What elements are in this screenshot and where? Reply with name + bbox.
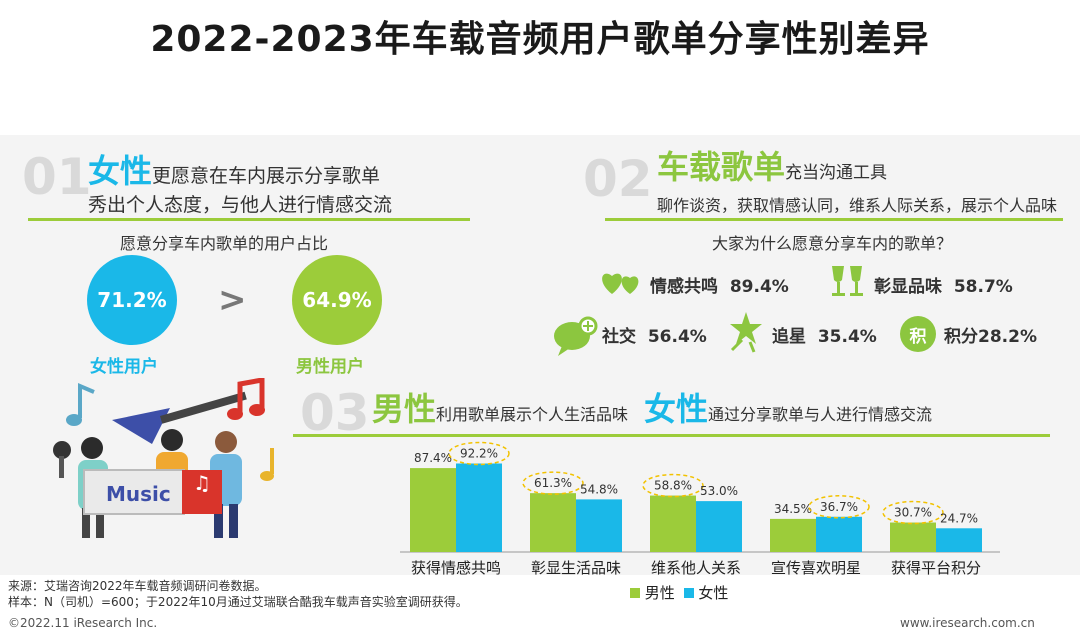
category-label-4: 获得平台积分 [891,559,981,577]
bar-male-1 [530,493,576,552]
bar-female-0 [456,463,502,552]
bar-female-3 [816,516,862,552]
category-label-3: 宣传喜欢明星 [771,559,861,577]
bar-female-1 [576,499,622,552]
bar-male-0 [410,468,456,552]
microphone-icon [53,441,71,478]
category-label-1: 彰显生活品味 [531,559,621,577]
data-label-male-2: 58.8% [654,479,692,493]
hearts-icon [602,273,639,294]
female-pct-circle: 71.2% [87,255,177,345]
reason-points: 积分28.2% [944,327,1037,347]
cheers-icon [832,266,863,296]
highlight-ellipse-3 [808,495,870,519]
highlight-ellipse-0 [448,441,510,466]
music-word: Music [106,482,171,506]
male-label: 男性用户 [296,357,364,377]
data-label-male-4: 30.7% [894,506,932,520]
legend-male-swatch [630,588,640,598]
male-pct-circle: 64.9% [292,255,382,345]
highlight-ellipse-1 [522,471,584,495]
source-note: 来源：艾瑞咨询2022年车载音频调研问卷数据。 [8,579,267,593]
section3-text-male: 利用歌单展示个人生活品味 [436,405,629,424]
section1-number: 01 [22,148,92,206]
section1-subline: 秀出个人态度，与他人进行情感交流 [88,194,393,216]
data-label-female-1: 54.8% [580,482,618,496]
music-note-icon [66,382,95,426]
music-note-red-icon [227,378,265,420]
section2-headline: 车载歌单充当沟通工具 [657,142,887,188]
data-label-female-0: 92.2% [460,446,498,460]
section2-highlight: 车载歌单 [657,148,786,186]
section2-question: 大家为什么愿意分享车内的歌单？ [712,234,953,253]
section1-headline: 女性更愿意在车内展示分享歌单 [88,146,380,192]
data-label-male-3: 34.5% [774,502,812,516]
female-label: 女性用户 [90,357,158,377]
legend-female-swatch [683,588,694,598]
data-label-male-0: 87.4% [414,451,452,465]
category-label-0: 获得情感共鸣 [411,559,501,577]
legend-male-label: 男性 [644,584,675,602]
section3-underline [293,434,1050,437]
bar-female-2 [696,501,742,552]
compare-symbol: > [218,280,247,320]
section2-underline [605,218,1063,221]
section2-subline: 聊作谈资，获取情感认同，维系人际关系，展示个人品味 [657,196,1058,215]
copyright: ©2022.11 iResearch Inc. [8,616,158,630]
sample-note: 样本：N（司机）=600；于2022年10月通过艾瑞联合酷我车载声音实验室调研获… [8,595,468,609]
highlight-ellipse-2 [642,473,704,498]
stars-icon [730,312,762,353]
data-label-female-3: 36.7% [820,500,858,514]
data-label-female-2: 53.0% [700,484,738,498]
section1-highlight: 女性 [88,152,153,190]
section1-underline [28,218,470,221]
bar-female-4 [936,528,982,552]
points-icon: 积 [900,316,936,352]
section3-highlight-female: 女性 [644,390,709,428]
music-sign-board: ♫ [83,469,222,515]
section1-question: 愿意分享车内歌单的用户占比 [120,234,329,253]
music-note-gold-icon [260,448,274,481]
reason-idol: 追星 35.4% [772,327,877,347]
guitar-icon [112,391,247,444]
section3-text-female: 通过分享歌单与人进行情感交流 [708,405,933,424]
reason-social: 社交 56.4% [602,327,707,347]
section3-headline: 男性利用歌单展示个人生活品味 女性通过分享歌单与人进行情感交流 [372,384,932,430]
music-board-note-icon: ♫ [193,471,211,495]
section3-highlight-male: 男性 [372,390,437,428]
highlight-ellipse-4 [882,500,944,525]
page-title: 2022-2023年车载音频用户歌单分享性别差异 [150,19,930,60]
section2-headline-rest: 充当沟通工具 [785,163,888,183]
bar-male-4 [890,522,936,552]
chat-bubble-icon [554,316,598,356]
data-label-male-1: 61.3% [534,476,572,490]
section1-headline-rest: 更愿意在车内展示分享歌单 [152,165,381,187]
legend-female-label: 女性 [698,584,729,602]
reason-emotion: 情感共鸣 89.4% [650,277,789,297]
bar-chart: 87.4% 92.2% 获得情感共鸣 61.3% 54.8% 彰显生活品味 58.8% 53.… [400,441,1000,577]
data-label-female-4: 24.7% [940,511,978,525]
category-label-2: 维系他人关系 [651,559,741,577]
bar-male-2 [650,495,696,552]
site-url: www.iresearch.com.cn [900,616,1035,630]
bar-male-3 [770,518,816,552]
section2-number: 02 [583,150,653,208]
music-illustration: ♫ [53,378,274,538]
section3-number: 03 [300,384,370,442]
chart-legend: 男性 女性 [630,582,728,603]
reason-taste: 彰显品味 58.7% [874,277,1013,297]
